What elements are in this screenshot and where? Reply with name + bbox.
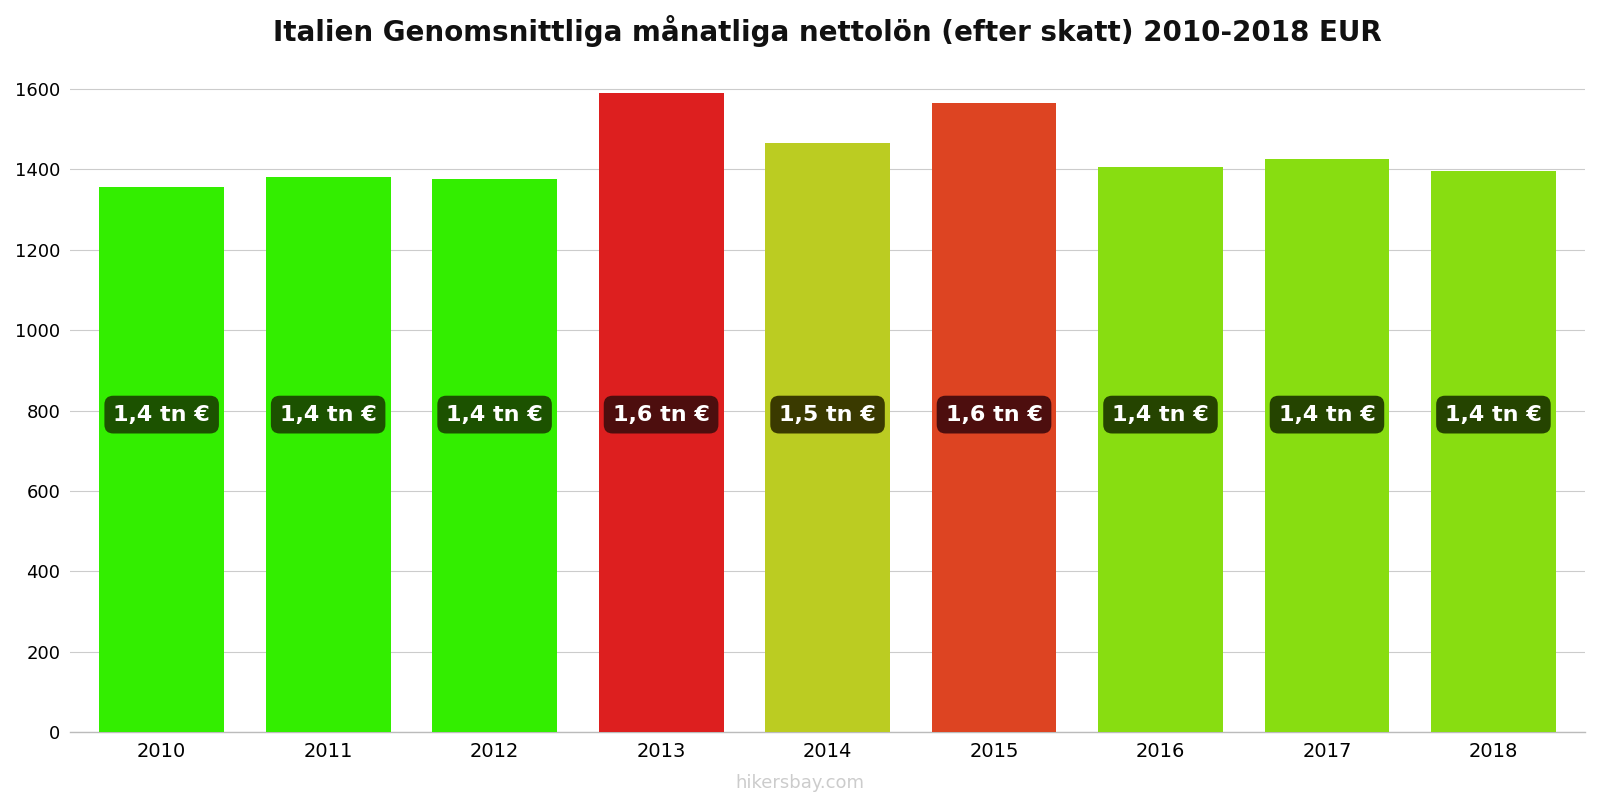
Text: 1,4 tn €: 1,4 tn €	[446, 405, 542, 425]
Text: 1,6 tn €: 1,6 tn €	[946, 405, 1043, 425]
Bar	[931, 103, 1056, 732]
Text: 1,4 tn €: 1,4 tn €	[280, 405, 376, 425]
Bar	[765, 143, 890, 732]
Bar	[266, 178, 390, 732]
Title: Italien Genomsnittliga månatliga nettolön (efter skatt) 2010-2018 EUR: Italien Genomsnittliga månatliga nettolö…	[274, 15, 1382, 47]
Text: 1,4 tn €: 1,4 tn €	[1112, 405, 1210, 425]
Text: 1,4 tn €: 1,4 tn €	[1445, 405, 1542, 425]
Bar	[432, 179, 557, 732]
Bar	[99, 187, 224, 732]
Text: 1,5 tn €: 1,5 tn €	[779, 405, 875, 425]
Text: 1,4 tn €: 1,4 tn €	[1278, 405, 1376, 425]
Bar	[1430, 171, 1555, 732]
Text: 1,4 tn €: 1,4 tn €	[114, 405, 210, 425]
Bar	[1264, 159, 1389, 732]
Text: hikersbay.com: hikersbay.com	[736, 774, 864, 792]
Bar	[598, 93, 723, 732]
Bar	[1098, 167, 1222, 732]
Text: 1,6 tn €: 1,6 tn €	[613, 405, 709, 425]
